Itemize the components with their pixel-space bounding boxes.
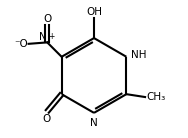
Text: O: O: [42, 114, 51, 124]
Text: N: N: [90, 118, 98, 128]
Text: +: +: [48, 32, 54, 41]
Text: OH: OH: [86, 7, 102, 17]
Text: NH: NH: [131, 50, 147, 60]
Text: O: O: [43, 14, 51, 24]
Text: ⁻O: ⁻O: [14, 39, 28, 49]
Text: CH₃: CH₃: [146, 92, 166, 102]
Text: N: N: [39, 32, 46, 42]
